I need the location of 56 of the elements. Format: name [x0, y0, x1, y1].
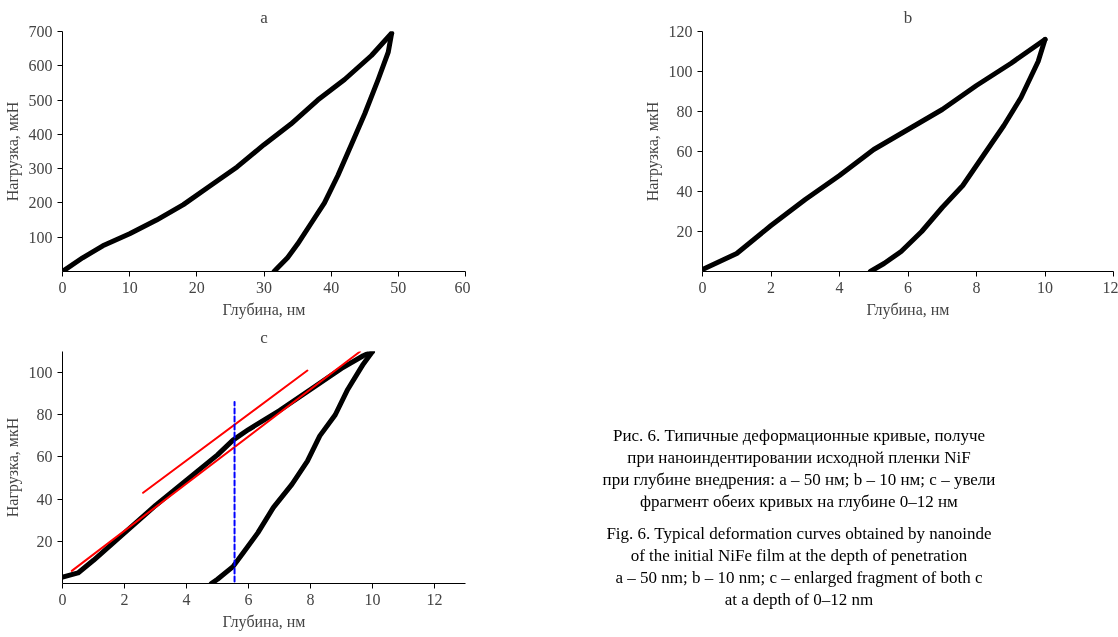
x-axis-title: Глубина, нм: [866, 300, 950, 319]
caption: Fig. 6. Typical deformation curves obtained by nanoinde: [605, 523, 993, 545]
y-tick-label: 400: [28, 125, 53, 143]
y-tick-label: 100: [28, 364, 53, 382]
x-tick-label: 0: [58, 278, 67, 296]
x-tick-label: 0: [58, 590, 67, 608]
text: at a depth of 0–12 nm: [723, 589, 875, 611]
y-tick-label: 40: [36, 490, 53, 508]
x-tick-label: 20: [188, 278, 205, 296]
x-axis-title: Глубина, нм: [222, 300, 306, 319]
text: при глубине внедрения: a – 50 нм; b – 10 нм; c – увели: [602, 469, 996, 491]
text: при наноиндентировании исходной пленки NiF: [626, 447, 972, 469]
x-tick-label: 8: [972, 278, 981, 296]
x-tick-label: 4: [182, 590, 191, 608]
y-tick-label: 80: [676, 103, 693, 120]
chart-title: c: [260, 327, 269, 347]
chart-title: b: [903, 7, 913, 27]
y-tick-label: 200: [28, 194, 53, 212]
y-tick-label: 60: [676, 143, 693, 160]
x-tick-label: 10: [1037, 278, 1053, 296]
x-tick-label: 6: [244, 590, 253, 608]
y-tick-label: 20: [676, 223, 693, 240]
x-tick-label: 2: [767, 278, 775, 296]
y-axis-title: Нагрузка, мкН: [3, 417, 22, 518]
x-tick-label: 10: [364, 590, 381, 608]
x-tick-label: 10: [121, 278, 138, 296]
x-tick-label: 6: [904, 278, 912, 296]
y-tick-label: 40: [676, 183, 693, 200]
x-tick-label: 40: [323, 278, 340, 296]
y-tick-label: 120: [668, 23, 693, 40]
y-tick-label: 100: [668, 63, 693, 80]
text: of the initial NiFe film at the depth of penetration: [629, 545, 969, 567]
y-tick-label: 600: [28, 57, 53, 75]
x-tick-label: 4: [835, 278, 844, 296]
x-tick-label: 12: [1102, 278, 1118, 296]
y-tick-label: 700: [28, 23, 53, 40]
x-tick-label: 30: [256, 278, 272, 296]
x-tick-label: 50: [390, 278, 407, 296]
y-axis-title: Нагрузка, мкН: [643, 101, 662, 202]
y-tick-label: 60: [36, 448, 53, 466]
y-tick-label: 20: [36, 532, 53, 550]
x-tick-label: 60: [454, 278, 471, 296]
x-tick-label: 0: [698, 278, 707, 296]
y-axis-title: Нагрузка, мкН: [3, 101, 22, 202]
y-tick-label: 300: [28, 160, 53, 178]
text: a – 50 nm; b – 10 nm; c – enlarged fragment of both c: [614, 567, 984, 589]
text: Рис. 6. Типичные деформационные кривые, получе: [612, 425, 986, 447]
text: фрагмент обеих кривых на глубине 0–12 нм: [639, 491, 959, 513]
x-tick-label: 8: [306, 590, 315, 608]
chart-title: a: [260, 7, 269, 27]
x-axis-title: Глубина, нм: [222, 612, 306, 631]
y-tick-label: 100: [28, 228, 53, 246]
y-tick-label: 500: [28, 91, 53, 109]
x-tick-label: 12: [426, 590, 443, 608]
x-tick-label: 2: [120, 590, 129, 608]
y-tick-label: 80: [36, 406, 53, 424]
